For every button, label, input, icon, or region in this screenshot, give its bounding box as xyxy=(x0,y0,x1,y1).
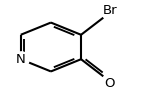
Text: O: O xyxy=(104,77,115,90)
Text: Br: Br xyxy=(103,4,118,17)
Text: N: N xyxy=(16,53,26,66)
